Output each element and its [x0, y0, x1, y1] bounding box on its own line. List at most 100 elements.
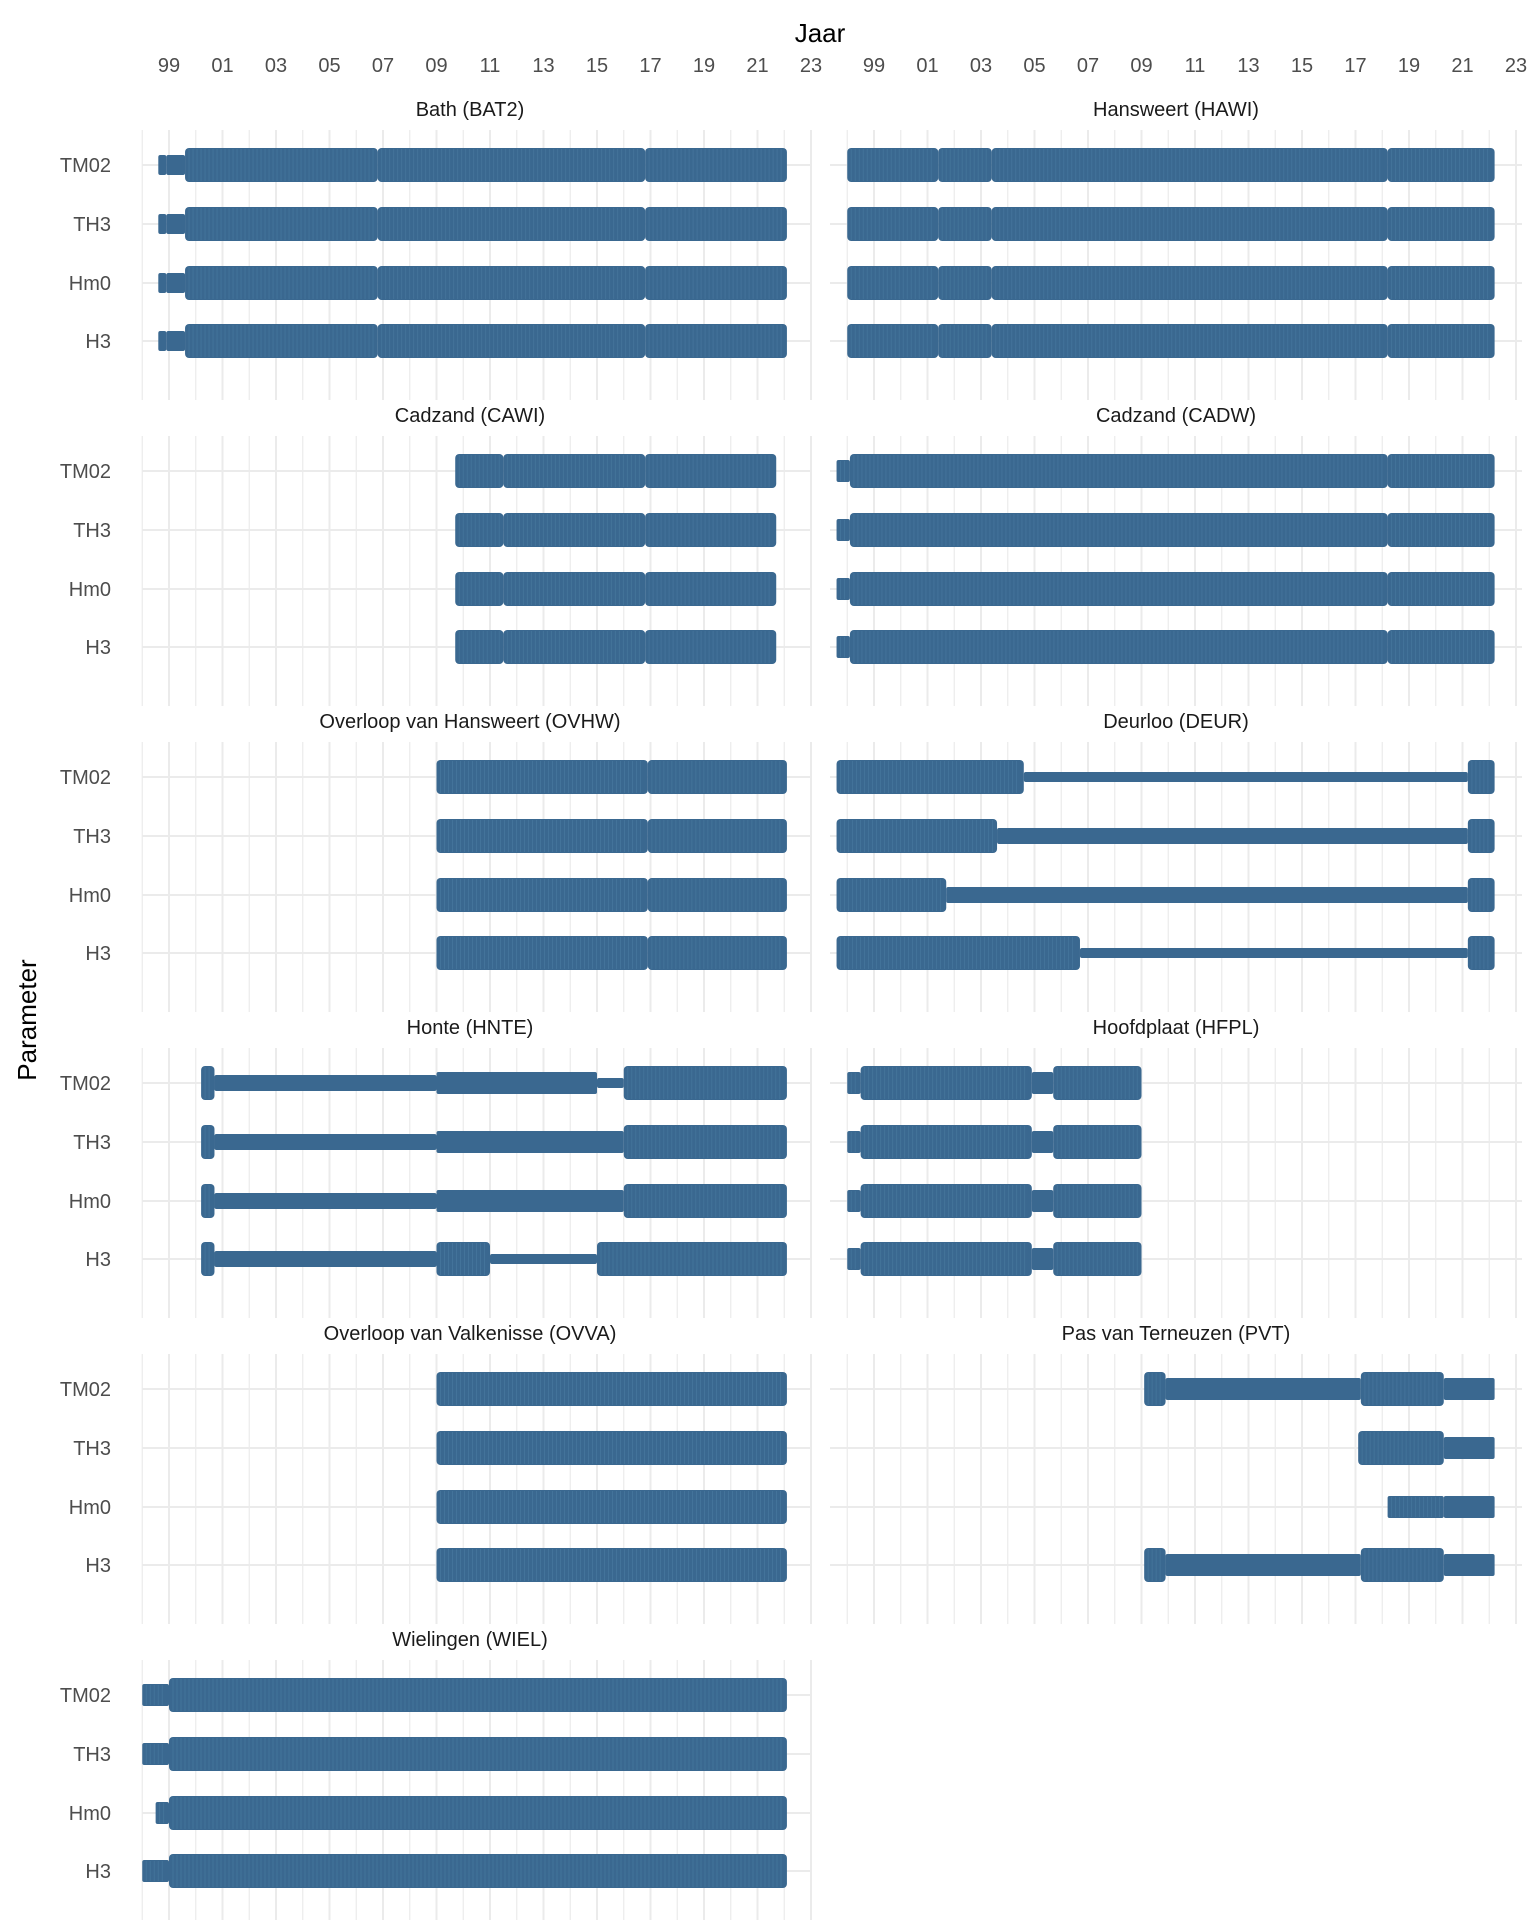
data-bar — [645, 148, 787, 182]
y-tick-label: Hm0 — [69, 1191, 111, 1213]
bar-texture — [145, 1744, 163, 1764]
data-bar — [991, 148, 1388, 182]
bar-texture — [440, 1432, 781, 1464]
bar-texture — [840, 637, 846, 657]
data-bar — [645, 454, 777, 488]
data-bar — [214, 1134, 437, 1150]
data-bar — [645, 324, 787, 358]
bar-texture — [1391, 208, 1489, 240]
bar-texture — [648, 631, 770, 663]
bar-texture — [1147, 1373, 1161, 1405]
data-bar — [1443, 1378, 1495, 1400]
bar-texture — [188, 149, 374, 181]
y-tick-label: H3 — [85, 1249, 111, 1271]
bar-texture — [864, 1243, 1026, 1275]
bar-texture — [850, 149, 932, 181]
panel-title: Overloop van Valkenisse (OVVA) — [324, 1323, 617, 1345]
bar-texture — [440, 937, 641, 969]
data-bar — [166, 214, 186, 234]
bar-texture — [995, 149, 1381, 181]
bar-texture — [1147, 1549, 1161, 1581]
data-bar — [166, 273, 186, 293]
data-bar — [623, 1066, 787, 1100]
bar-texture — [651, 879, 781, 911]
data-bar — [997, 828, 1468, 844]
data-bar — [860, 1125, 1032, 1159]
panel-title: Hansweert (HAWI) — [1093, 99, 1259, 121]
data-bar — [1443, 1437, 1495, 1459]
data-bar — [1165, 1378, 1361, 1400]
facet-panel: Wielingen (WIEL) TM02 TH3 Hm0 H3 — [60, 1629, 812, 1920]
data-bar — [158, 273, 167, 293]
bar-texture — [1364, 1373, 1438, 1405]
y-tick-label: TM02 — [60, 767, 111, 789]
data-bar — [503, 454, 646, 488]
panel-title: Hoofdplaat (HFPL) — [1093, 1017, 1260, 1039]
y-tick-label: TM02 — [60, 1379, 111, 1401]
data-bar — [1360, 1372, 1444, 1406]
bar-texture — [188, 325, 374, 357]
data-bar — [436, 1548, 787, 1582]
data-bar — [503, 572, 646, 606]
data-bar — [1360, 1548, 1444, 1582]
bar-texture — [864, 1067, 1026, 1099]
data-bar — [436, 1072, 597, 1094]
bar-texture — [648, 325, 782, 357]
data-bar — [377, 207, 646, 241]
bar-texture — [850, 1073, 856, 1093]
x-tick-label: 01 — [916, 55, 938, 77]
facet-panel: Bath (BAT2) TM02 TH3 Hm0 H3 — [60, 99, 812, 400]
bar-texture — [1056, 1126, 1138, 1158]
bar-texture — [172, 1855, 782, 1887]
data-bar — [647, 878, 787, 912]
bar-texture — [1364, 1549, 1438, 1581]
bar-texture — [1056, 1185, 1138, 1217]
bar-texture — [840, 879, 942, 911]
data-bar — [214, 1075, 437, 1091]
bar-texture — [381, 208, 639, 240]
facet-panel: Overloop van Hansweert (OVHW) TM02 TH3 Hm0 H… — [60, 711, 812, 1012]
bar-texture — [840, 579, 846, 599]
x-tick-label: 23 — [1505, 55, 1527, 77]
data-bar — [436, 760, 648, 794]
x-tick-label: 05 — [318, 55, 340, 77]
bar-texture — [840, 937, 1074, 969]
panel-title: Deurloo (DEUR) — [1103, 711, 1249, 733]
data-bar — [647, 819, 787, 853]
bar-texture — [145, 1861, 163, 1881]
bar-texture — [440, 1373, 781, 1405]
data-bar — [503, 630, 646, 664]
x-tick-label: 21 — [746, 55, 768, 77]
x-tick-label: 19 — [693, 55, 715, 77]
data-bar — [158, 214, 167, 234]
x-tick-label: 15 — [586, 55, 608, 77]
y-tick-label: TH3 — [73, 1744, 111, 1766]
bar-texture — [850, 267, 932, 299]
bar-texture — [864, 1126, 1026, 1158]
data-bar — [847, 1190, 861, 1212]
x-tick-label: 99 — [863, 55, 885, 77]
bar-texture — [648, 267, 782, 299]
bar-texture — [853, 631, 1383, 663]
data-bar — [645, 572, 777, 606]
bar-texture — [204, 1067, 210, 1099]
bar-texture — [627, 1067, 781, 1099]
y-tick-label: H3 — [85, 943, 111, 965]
bar-texture — [188, 208, 374, 240]
bar-texture — [440, 879, 641, 911]
bar-texture — [458, 455, 500, 487]
bar-texture — [853, 514, 1383, 546]
data-bar — [169, 1796, 787, 1830]
bar-texture — [204, 1126, 210, 1158]
bar-texture — [1391, 455, 1489, 487]
bar-texture — [840, 461, 846, 481]
x-tick-label: 09 — [425, 55, 447, 77]
bar-texture — [1056, 1243, 1138, 1275]
data-bar — [847, 1248, 861, 1270]
bar-texture — [648, 208, 782, 240]
data-bar — [836, 878, 947, 912]
data-bar — [158, 331, 167, 351]
data-bar — [214, 1251, 437, 1267]
bar-texture — [172, 1738, 782, 1770]
bar-texture — [850, 1249, 856, 1269]
